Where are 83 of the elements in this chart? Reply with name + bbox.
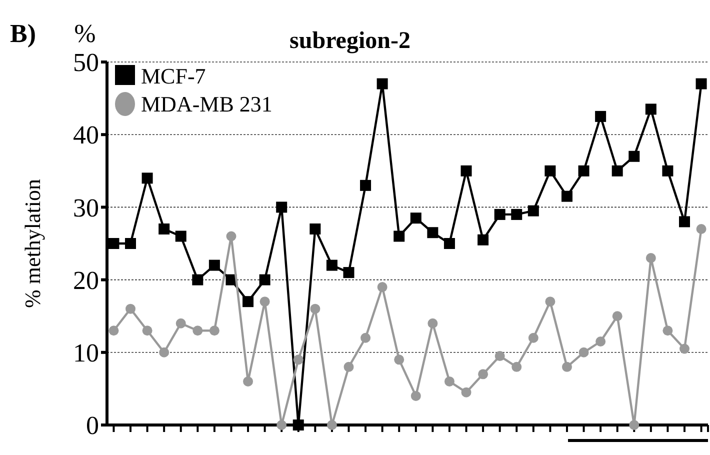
- point: [360, 180, 372, 191]
- point: [226, 231, 236, 242]
- point: [192, 326, 203, 336]
- y-tick-label: 30: [73, 193, 99, 222]
- point: [360, 332, 371, 343]
- point: [662, 165, 674, 176]
- point: [478, 369, 488, 380]
- point: [142, 172, 153, 184]
- point: [494, 208, 506, 220]
- point: [276, 202, 288, 213]
- point: [377, 282, 388, 292]
- point: [427, 227, 438, 238]
- point: [176, 318, 186, 328]
- point: [293, 354, 304, 365]
- point: [629, 420, 640, 430]
- y-tick-label: 10: [73, 338, 99, 368]
- point: [612, 165, 623, 176]
- y-tick-label: 20: [73, 266, 99, 295]
- point: [310, 223, 321, 234]
- y-tick-label: 50: [73, 48, 99, 78]
- point: [260, 296, 270, 307]
- point: [242, 296, 254, 308]
- point: [596, 336, 606, 347]
- text: %: [74, 19, 96, 48]
- point: [528, 332, 538, 343]
- chart-title: subregion-2: [290, 28, 410, 54]
- point: [612, 311, 622, 322]
- point: [460, 165, 472, 176]
- point: [444, 376, 454, 386]
- point: [376, 78, 388, 90]
- point: [158, 223, 170, 234]
- point: [175, 230, 186, 242]
- legend-label: MCF-7: [141, 64, 206, 89]
- point: [595, 110, 606, 122]
- point: [208, 260, 220, 271]
- point: [679, 344, 690, 354]
- point: [545, 296, 556, 307]
- point: [696, 78, 707, 90]
- point: [444, 238, 455, 249]
- point: [461, 387, 472, 398]
- point: [310, 304, 320, 314]
- point: [326, 260, 338, 271]
- point: [528, 205, 539, 216]
- point: [125, 238, 136, 249]
- point: [108, 238, 120, 249]
- point: [578, 165, 590, 176]
- point: [159, 347, 170, 358]
- point: [344, 362, 354, 372]
- y-tick-label: 40: [73, 120, 99, 150]
- point: [126, 304, 136, 314]
- point: [645, 104, 656, 115]
- point: [209, 326, 220, 336]
- point: [628, 150, 640, 162]
- point: [578, 347, 589, 358]
- point: [394, 354, 404, 365]
- point: [696, 224, 706, 234]
- text: B): [10, 19, 36, 48]
- y-axis-title: % methylation: [20, 179, 45, 308]
- point: [494, 351, 505, 362]
- point: [562, 362, 572, 372]
- point: [544, 165, 556, 176]
- point: [511, 208, 522, 220]
- point: [646, 253, 656, 264]
- point: [192, 274, 204, 286]
- point: [142, 326, 152, 336]
- point: [394, 230, 405, 242]
- point: [292, 420, 304, 430]
- point: [276, 420, 287, 430]
- point: [343, 267, 354, 278]
- point: [410, 390, 421, 401]
- y-tick-label: 0: [86, 411, 99, 440]
- point: [662, 326, 673, 336]
- point: [428, 318, 438, 328]
- point: [410, 212, 422, 224]
- point: [243, 376, 254, 386]
- point: [678, 216, 690, 228]
- point: [326, 420, 337, 430]
- legend-label: MDA-MB 231: [141, 92, 272, 117]
- point: [478, 234, 489, 246]
- point: [512, 362, 522, 372]
- point: [259, 274, 270, 286]
- point: [561, 190, 572, 202]
- point: [108, 326, 119, 336]
